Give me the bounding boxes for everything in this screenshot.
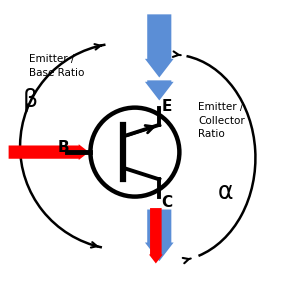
Polygon shape — [145, 14, 174, 77]
Polygon shape — [145, 210, 174, 261]
Text: B: B — [57, 140, 69, 155]
Text: C: C — [161, 195, 172, 210]
Polygon shape — [149, 208, 163, 263]
Text: E: E — [161, 99, 172, 114]
Text: Emitter /
Base Ratio: Emitter / Base Ratio — [29, 55, 84, 77]
Text: α: α — [218, 180, 234, 204]
Text: β: β — [23, 88, 38, 113]
Polygon shape — [145, 80, 174, 100]
Polygon shape — [9, 144, 89, 160]
Text: Emitter /
Collector
Ratio: Emitter / Collector Ratio — [198, 102, 245, 139]
